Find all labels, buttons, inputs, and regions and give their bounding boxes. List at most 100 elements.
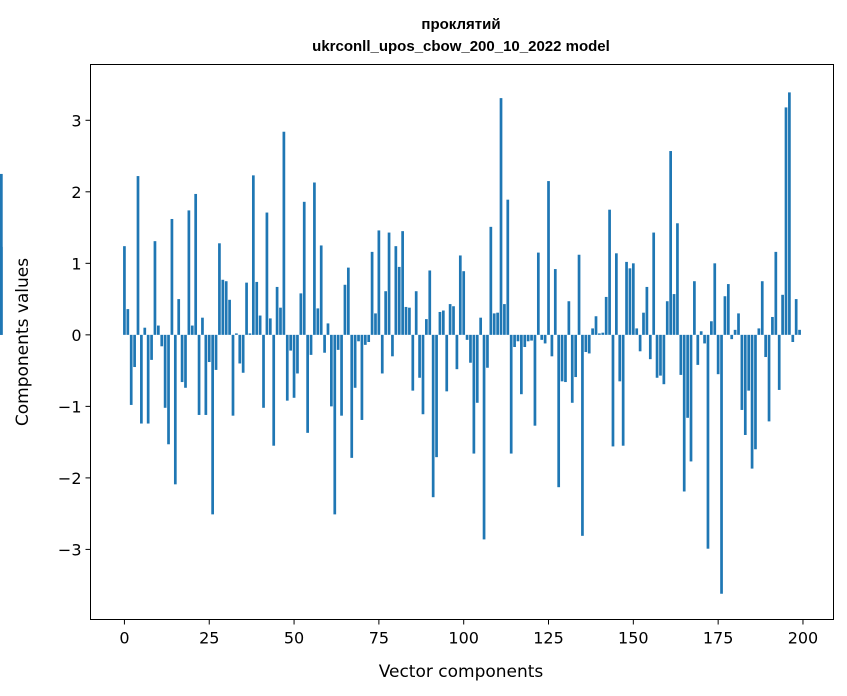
- bar-0: [123, 246, 126, 335]
- bar-67: [350, 334, 354, 458]
- bar-134: [577, 254, 581, 335]
- bar-197: [791, 334, 795, 342]
- bar-61: [330, 334, 333, 407]
- bar-53: [302, 201, 306, 335]
- bar-65: [343, 284, 347, 335]
- bar-108: [489, 226, 493, 335]
- bar-174: [713, 263, 717, 335]
- bar-183: [743, 334, 747, 435]
- bar-57: [316, 308, 320, 335]
- bar-8: [150, 334, 153, 360]
- bar-43: [268, 318, 272, 335]
- bar-118: [523, 334, 527, 348]
- bar-88: [421, 334, 425, 415]
- bar-series: [0, 92, 801, 594]
- bar-166: [686, 334, 689, 418]
- bar-109: [492, 313, 496, 335]
- x-tick-label: 100: [448, 629, 479, 648]
- bar-70: [360, 334, 364, 420]
- bar-92: [435, 334, 438, 458]
- x-tick-label: 25: [199, 629, 219, 648]
- x-tick-label: 150: [618, 629, 649, 648]
- bar-125: [547, 181, 550, 335]
- bar-72: [367, 334, 371, 342]
- bar-154: [645, 286, 649, 335]
- bar-144: [611, 334, 615, 447]
- bar-106: [482, 334, 486, 540]
- bar-172: [706, 334, 710, 549]
- bar-31: [228, 299, 231, 335]
- bar-45: [275, 286, 279, 335]
- bar-123: [540, 334, 544, 340]
- bar-137: [587, 334, 591, 354]
- x-tick-label: 50: [284, 629, 304, 648]
- bar-135: [581, 334, 584, 536]
- bar-142: [604, 296, 608, 335]
- bar-13: [167, 334, 170, 445]
- bar-25: [207, 334, 211, 363]
- bar-164: [679, 334, 683, 375]
- bar-161: [669, 151, 672, 335]
- bar-90: [428, 270, 432, 335]
- bar-139: [594, 316, 598, 335]
- bar-58: [319, 245, 323, 335]
- bar-37: [248, 333, 252, 335]
- bar-3: [133, 334, 136, 368]
- bar-100: [462, 271, 466, 335]
- chart-title-line1: проклятий: [421, 16, 500, 33]
- bar-98: [455, 334, 459, 370]
- bar-undefined: [0, 246, 3, 335]
- bar-10: [157, 325, 160, 335]
- bar-5: [140, 334, 143, 424]
- bar-148: [625, 261, 628, 335]
- bar-17: [180, 334, 184, 383]
- bar-38: [251, 175, 255, 335]
- bar-60: [326, 323, 330, 335]
- bar-179: [730, 334, 734, 340]
- bar-147: [621, 334, 625, 446]
- bar-126: [550, 334, 554, 357]
- bar-41: [262, 334, 265, 408]
- bar-156: [652, 232, 656, 335]
- bar-36: [245, 282, 248, 335]
- x-axis-label: Vector components: [379, 662, 544, 682]
- bar-168: [693, 281, 696, 335]
- bar-55: [309, 334, 313, 355]
- bar-165: [682, 334, 686, 492]
- bar-180: [733, 329, 737, 335]
- bar-93: [438, 311, 442, 335]
- bar-42: [265, 212, 269, 335]
- bar-132: [570, 334, 574, 403]
- bar-6: [143, 327, 147, 335]
- bar-48: [285, 334, 289, 401]
- bar-199: [798, 329, 801, 335]
- bar-99: [458, 255, 462, 335]
- bar-114: [509, 334, 513, 454]
- bar-83: [404, 306, 408, 335]
- bar-12: [163, 334, 167, 408]
- bar-116: [516, 334, 520, 342]
- bar-79: [391, 334, 394, 357]
- y-tick-label: −1: [58, 397, 82, 416]
- bar-52: [299, 293, 303, 335]
- chart-title-line2: ukrconll_upos_cbow_200_10_2022 model: [312, 38, 610, 55]
- bar-22: [197, 334, 201, 415]
- bar-81: [397, 266, 401, 335]
- bar-86: [414, 291, 418, 335]
- bar-49: [289, 334, 293, 351]
- bar-198: [794, 299, 798, 335]
- bar-169: [696, 334, 700, 365]
- bar-102: [469, 334, 472, 363]
- bar-136: [584, 334, 588, 353]
- bar-196: [788, 92, 791, 335]
- bar-122: [536, 252, 540, 335]
- bar-24: [204, 334, 208, 415]
- bar-75: [377, 230, 381, 335]
- bar-195: [784, 107, 788, 335]
- y-tick-label: 3: [71, 111, 81, 130]
- bar-59: [323, 334, 326, 353]
- bar-64: [340, 334, 343, 416]
- bar-82: [401, 231, 404, 335]
- bar-178: [726, 284, 730, 335]
- bar-111: [499, 98, 503, 335]
